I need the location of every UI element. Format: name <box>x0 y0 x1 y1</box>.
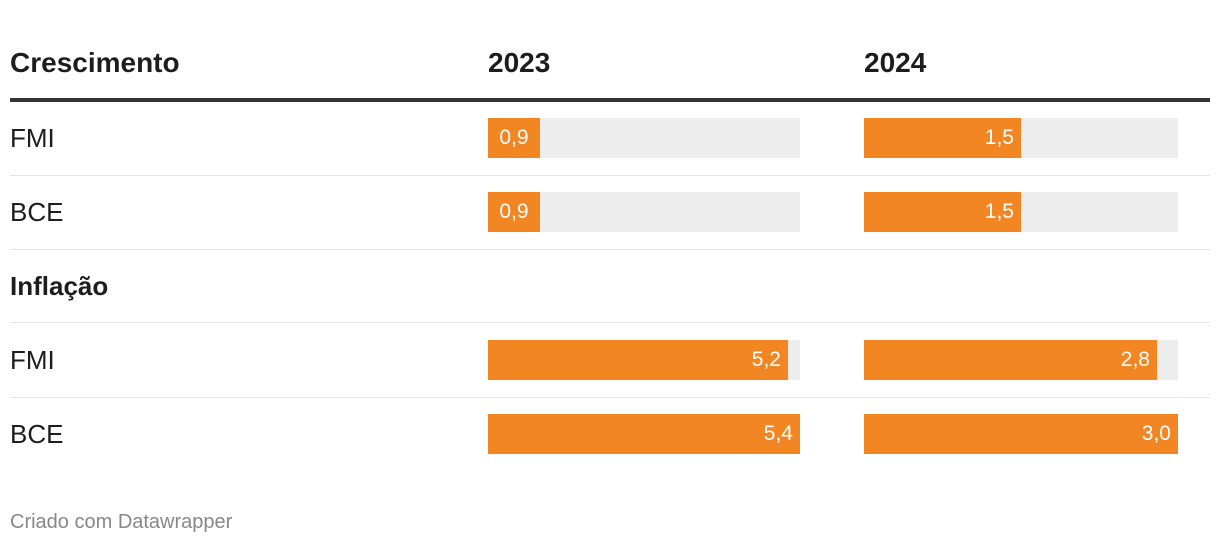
row-divider <box>10 175 1210 176</box>
column-header-2024: 2024 <box>864 47 927 78</box>
row-label-crescimento-fmi: FMI <box>10 123 55 153</box>
footer-credit: Criado com Datawrapper <box>10 511 233 533</box>
bar-track: 5,2 <box>488 340 800 380</box>
row-divider <box>10 249 1210 250</box>
bar-crescimento-bce-2023 <box>488 192 540 232</box>
header-divider <box>10 98 1210 102</box>
row-divider <box>10 322 1210 323</box>
group-label-crescimento: Crescimento <box>10 47 180 78</box>
bar-value: 0,9 <box>499 126 529 149</box>
bar-crescimento-bce-2024 <box>864 192 1021 232</box>
bar-value: 0,9 <box>499 200 529 223</box>
bar-crescimento-fmi-2023 <box>488 118 540 158</box>
bar-value: 1,5 <box>984 126 1014 149</box>
row-label-inflacao-bce: BCE <box>10 419 64 449</box>
row-label-inflacao-fmi: FMI <box>10 345 55 375</box>
column-header-2023: 2023 <box>488 47 551 78</box>
bar-track: 2,8 <box>864 340 1178 380</box>
bar-value: 3,0 <box>1141 422 1171 445</box>
bar-track: 1,5 <box>864 192 1178 232</box>
bar-value: 5,4 <box>763 422 793 445</box>
bar-value: 5,2 <box>751 348 781 371</box>
bar-track: 1,5 <box>864 118 1178 158</box>
bar-track: 5,4 <box>488 414 800 454</box>
row-divider <box>10 397 1210 398</box>
bar-inflacao-fmi-2024 <box>864 340 1157 380</box>
bar-crescimento-fmi-2024 <box>864 118 1021 158</box>
bar-value: 2,8 <box>1120 348 1150 371</box>
bar-track: 3,0 <box>864 414 1178 454</box>
bar-inflacao-bce-2024 <box>864 414 1178 454</box>
bar-value: 1,5 <box>984 200 1014 223</box>
bar-track: 0,9 <box>488 118 800 158</box>
bar-inflacao-bce-2023 <box>488 414 800 454</box>
row-label-crescimento-bce: BCE <box>10 197 64 227</box>
bar-inflacao-fmi-2023 <box>488 340 788 380</box>
group-label-inflacao: Inflação <box>10 271 109 301</box>
bar-track: 0,9 <box>488 192 800 232</box>
